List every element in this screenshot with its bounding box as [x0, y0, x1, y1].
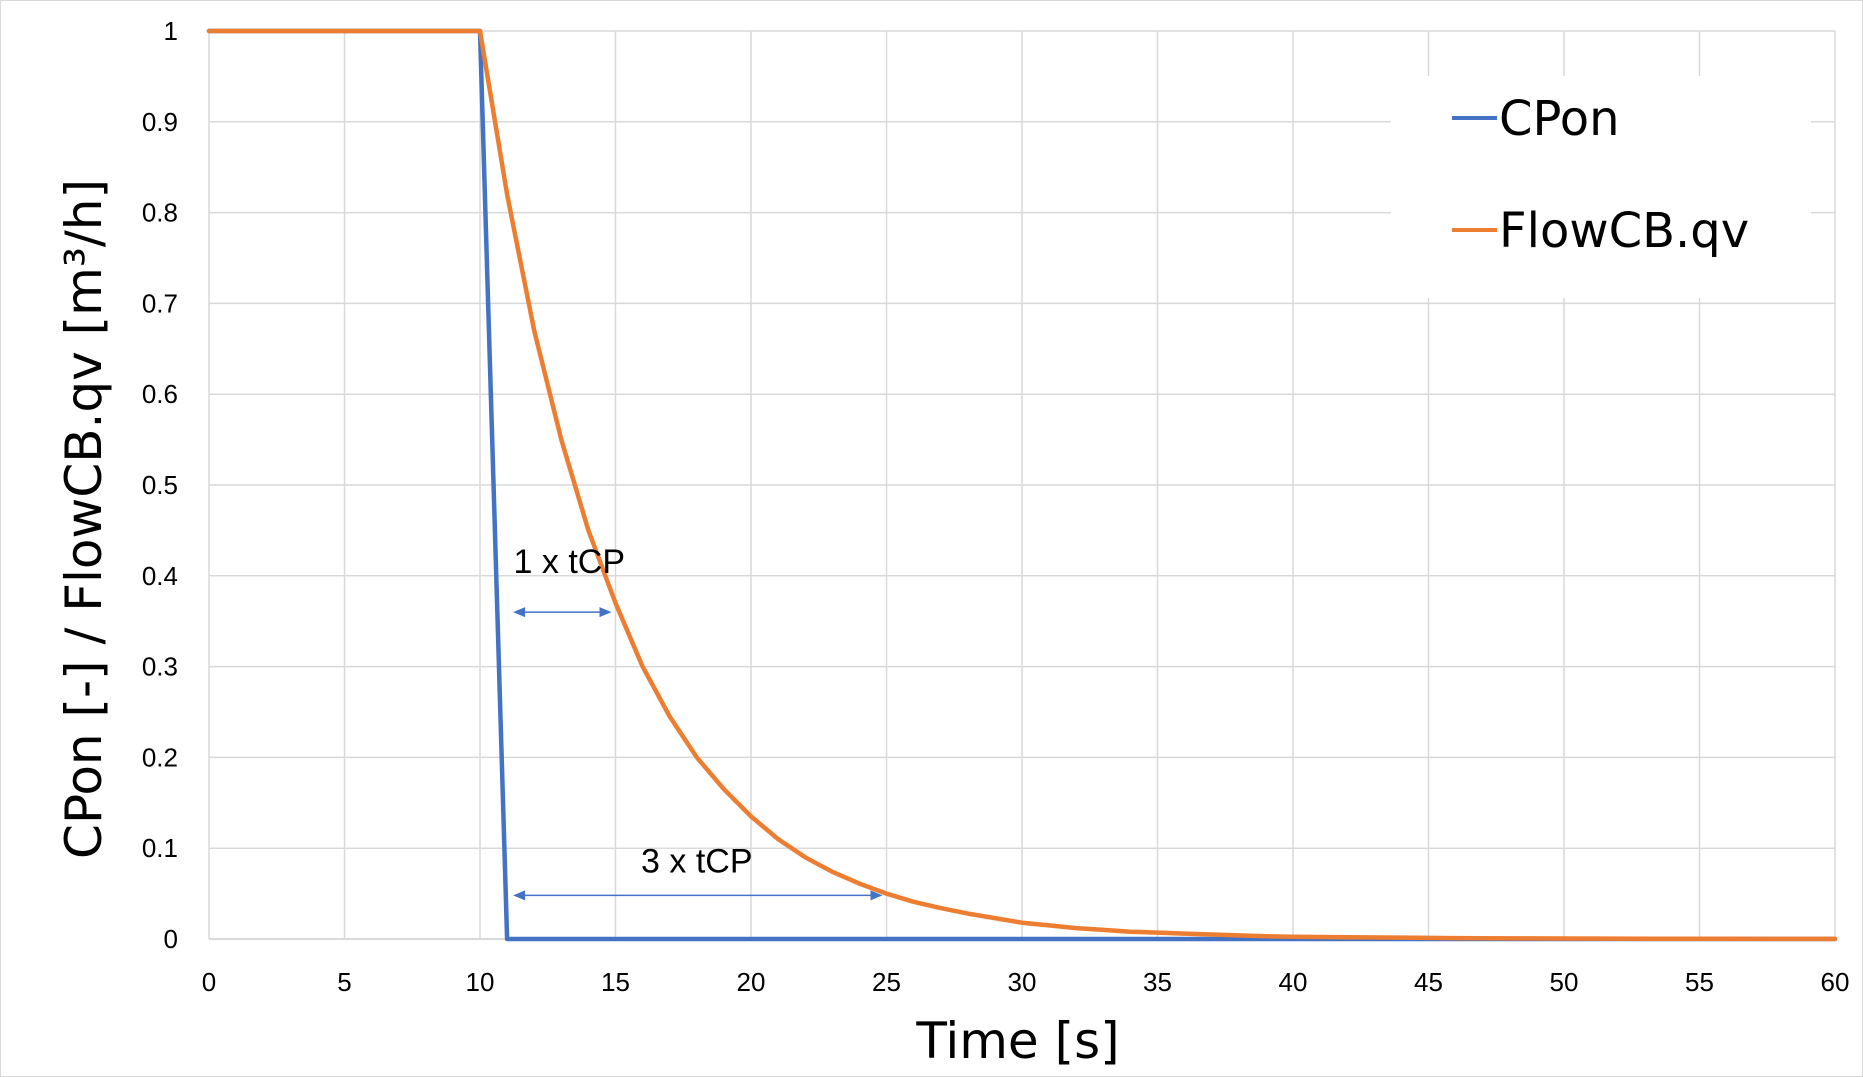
y-tick-label: 0.3 — [142, 652, 178, 682]
legend-label-cpon: CPon — [1499, 91, 1620, 147]
y-tick-label: 0.1 — [142, 833, 178, 863]
annotation-arrowhead-left — [513, 607, 526, 618]
x-tick-label: 15 — [601, 967, 630, 997]
x-tick-label: 5 — [337, 967, 351, 997]
annotation-arrowhead-right — [870, 890, 883, 901]
x-tick-label: 60 — [1821, 967, 1850, 997]
series-layer — [206, 28, 1838, 942]
y-tick-label: 0.5 — [142, 470, 178, 500]
x-tick-label: 0 — [202, 967, 216, 997]
annotation-label: 3 x tCP — [641, 842, 752, 880]
y-tick-label: 0.8 — [142, 198, 178, 228]
x-tick-label: 40 — [1279, 967, 1308, 997]
y-tick-label: 1 — [164, 16, 178, 46]
y-tick-labels: 0 0.1 0.2 0.3 0.4 0.5 0.6 0.7 0.8 0.9 1 — [142, 16, 178, 954]
annotation-arrowhead-left — [513, 890, 526, 901]
x-tick-label: 35 — [1143, 967, 1172, 997]
x-tick-label: 50 — [1550, 967, 1579, 997]
x-tick-label: 30 — [1008, 967, 1037, 997]
x-tick-label: 20 — [737, 967, 766, 997]
x-tick-label: 10 — [466, 967, 495, 997]
legend: CPon FlowCB.qv — [1391, 76, 1811, 298]
series-line-flowcb-qv — [206, 28, 1838, 942]
annotation-arrowhead-right — [599, 607, 612, 618]
y-tick-label: 0 — [164, 924, 178, 954]
y-tick-label: 0.6 — [142, 379, 178, 409]
annotation-label: 1 x tCP — [514, 543, 625, 581]
x-tick-labels: 0 5 10 15 20 25 30 35 40 45 50 55 60 — [202, 967, 1850, 997]
legend-background — [1391, 76, 1811, 298]
annotations: 1 x tCP 3 x tCP — [513, 543, 883, 901]
y-axis-title: CPon [-] / FlowCB.qv [m³/h] — [55, 179, 113, 859]
x-tick-label: 55 — [1685, 967, 1714, 997]
x-tick-label: 45 — [1414, 967, 1443, 997]
y-tick-label: 0.2 — [142, 742, 178, 772]
y-tick-label: 0.4 — [142, 561, 178, 591]
legend-label-flowcb: FlowCB.qv — [1499, 203, 1749, 259]
x-tick-label: 25 — [872, 967, 901, 997]
y-tick-label: 0.9 — [142, 107, 178, 137]
x-axis-title: Time [s] — [915, 1012, 1119, 1070]
y-tick-label: 0.7 — [142, 288, 178, 318]
